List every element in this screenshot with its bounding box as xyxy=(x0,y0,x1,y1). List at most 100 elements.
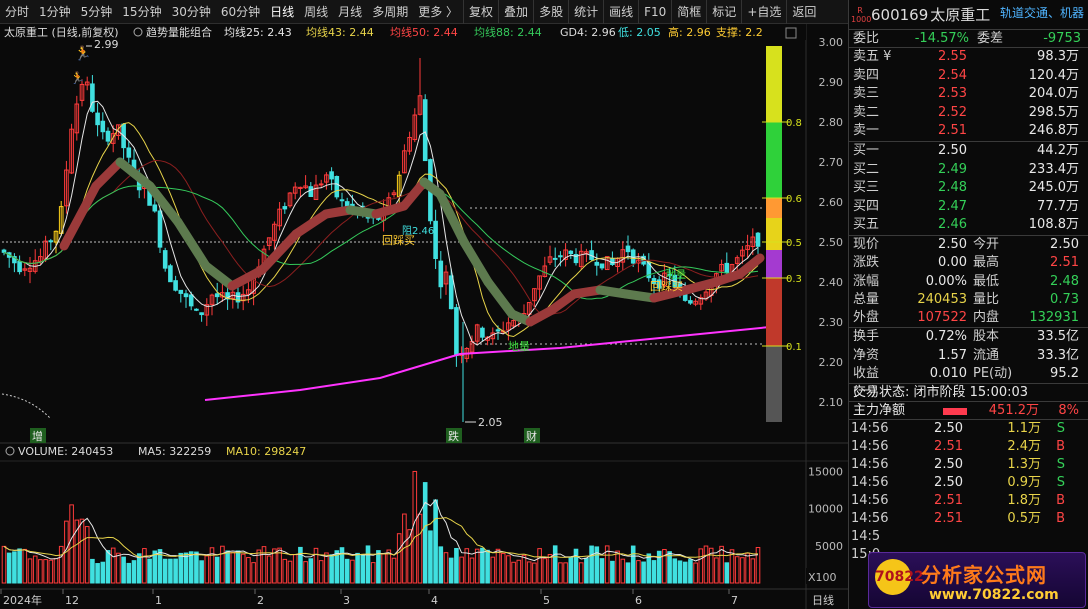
price-tick: 2.30 xyxy=(819,316,844,329)
back-button[interactable]: 返回 xyxy=(786,0,821,24)
bid-row[interactable]: 买一 2.50 44.2万 xyxy=(849,142,1088,161)
fuquan-button[interactable]: 复权 xyxy=(463,0,498,24)
volume-bar xyxy=(298,546,303,584)
tab-60min[interactable]: 60分钟 xyxy=(220,4,261,19)
volume-bar xyxy=(443,552,449,584)
candle-body xyxy=(152,204,158,212)
ask-label: 卖二 xyxy=(853,104,880,120)
volume-bar xyxy=(334,550,340,584)
bid-volume: 108.8万 xyxy=(1028,217,1079,233)
volume-bar xyxy=(459,556,464,584)
tab-monthly[interactable]: 月线 xyxy=(338,4,363,19)
simple-frame-button[interactable]: 简框 xyxy=(671,0,706,24)
volume-bar xyxy=(422,482,428,584)
multi-stock-button[interactable]: 多股 xyxy=(533,0,568,24)
volume-bar xyxy=(173,558,178,584)
tick-time: 14:56 xyxy=(851,457,889,473)
bid-row[interactable]: 买五 2.46 108.8万 xyxy=(849,216,1088,235)
volume-bar xyxy=(261,546,267,584)
ask-row[interactable]: 卖一 2.51 246.8万 xyxy=(849,122,1088,141)
ask-row[interactable]: 卖四 2.54 120.4万 xyxy=(849,67,1088,86)
ask-label: 卖四 xyxy=(853,67,880,83)
mark-button[interactable]: 标记 xyxy=(706,0,741,24)
tab-1min[interactable]: 1分钟 xyxy=(39,4,71,19)
tab-more[interactable]: 更多 〉 xyxy=(418,4,459,19)
stat-row: 现价 2.50 今开 2.50 xyxy=(849,236,1088,254)
price-tick: 2.60 xyxy=(819,196,844,209)
ma-white-line xyxy=(3,100,759,346)
price-tick: 2.80 xyxy=(819,116,844,129)
volume-bar xyxy=(365,545,371,584)
bid-row[interactable]: 买二 2.49 233.4万 xyxy=(849,161,1088,180)
candle-body xyxy=(303,185,308,189)
tick-list[interactable]: 14:56 2.50 1.1万 S 14:56 2.51 2.4万 B 14:56 2.50 1.3… xyxy=(849,420,1088,564)
volume-bar xyxy=(578,562,584,584)
bid-volume: 44.2万 xyxy=(1037,142,1079,158)
volume-bar xyxy=(672,558,678,584)
f10-button[interactable]: F10 xyxy=(638,0,671,24)
bid-row[interactable]: 买四 2.47 77.7万 xyxy=(849,198,1088,217)
candle-body xyxy=(100,120,106,133)
sector-link[interactable]: 轨道交通、机器 xyxy=(999,6,1084,20)
ask-row[interactable]: 卖二 2.52 298.5万 xyxy=(849,104,1088,123)
low-volume-marker: 地量 xyxy=(508,340,530,353)
stat-value: 240453 xyxy=(917,291,967,307)
trend-ribbon-segment xyxy=(435,189,469,247)
candle-body xyxy=(537,275,542,290)
tab-daily[interactable]: 日线 xyxy=(270,4,295,19)
candle-body xyxy=(755,232,761,247)
chart-title: 太原重工 (日线,前复权) xyxy=(4,25,119,39)
resistance-marker: 阻2.46 xyxy=(402,225,434,237)
volume-bar xyxy=(500,553,506,584)
quote-panel: R 1000 600169 太原重工 轨道交通、机器 委比 -14.57% 委差… xyxy=(848,0,1088,609)
volume-bar xyxy=(131,560,137,584)
bid-row[interactable]: 买三 2.48 245.0万 xyxy=(849,179,1088,198)
date-label: 1 xyxy=(155,594,162,607)
stat-value: 2.50 xyxy=(938,236,967,252)
tick-volume: 0.5万 xyxy=(1007,511,1041,527)
volume-bar xyxy=(599,558,605,584)
trend-ribbon-segment xyxy=(173,217,211,271)
stat-label: 股本 xyxy=(973,329,1000,345)
watermark-url: www.70822.com xyxy=(929,587,1059,603)
volume-bar xyxy=(646,553,652,584)
candle-body xyxy=(651,278,657,285)
ask-row[interactable]: 卖三 2.53 204.0万 xyxy=(849,85,1088,104)
pullback-buy-marker: 回踩买 xyxy=(650,280,683,293)
candle-body xyxy=(719,263,724,272)
stats-button[interactable]: 统计 xyxy=(568,0,603,24)
tab-30min[interactable]: 30分钟 xyxy=(171,4,211,19)
tick-side: B xyxy=(1056,511,1065,527)
tab-15min[interactable]: 15分钟 xyxy=(122,4,162,19)
ask-row[interactable]: 卖五 ¥ 2.55 98.3万 xyxy=(849,48,1088,67)
overlay-button[interactable]: 叠加 xyxy=(498,0,533,24)
candle-body xyxy=(630,249,636,264)
stat-row: 涨幅 0.00% 最低 2.48 xyxy=(849,273,1088,291)
tick-volume: 0.9万 xyxy=(1007,475,1041,491)
candle-body xyxy=(199,312,204,316)
tab-multi-period[interactable]: 多周期 xyxy=(372,4,409,19)
kline-chart[interactable]: 太原重工 (日线,前复权) 趋势量能组合 均线25: 2.43 均线43: 2.44 均… xyxy=(0,24,848,609)
bid-price: 2.49 xyxy=(938,161,967,177)
volume-bar xyxy=(204,555,210,584)
volume-bar xyxy=(620,558,626,584)
volume-bar xyxy=(547,554,553,584)
tab-fenshi[interactable]: 分时 xyxy=(5,4,30,19)
stat-value: 2.48 xyxy=(1050,273,1079,289)
candle-body xyxy=(563,249,568,260)
candle-body xyxy=(750,236,756,248)
candle-body xyxy=(225,292,230,300)
candle-body xyxy=(110,133,116,144)
draw-line-button[interactable]: 画线 xyxy=(603,0,638,24)
add-watchlist-button[interactable]: +自选 xyxy=(741,0,786,24)
tab-5min[interactable]: 5分钟 xyxy=(80,4,113,19)
volume-bar xyxy=(428,530,433,584)
ask-volume: 204.0万 xyxy=(1028,86,1079,102)
gauge-segment xyxy=(766,218,782,250)
volume-bar xyxy=(615,550,620,584)
stat-label: PE(动) xyxy=(973,366,1013,382)
volume-bar xyxy=(303,561,308,584)
tab-weekly[interactable]: 周线 xyxy=(304,4,329,19)
stock-name: 太原重工 xyxy=(930,6,991,24)
volume-bar xyxy=(745,552,750,584)
